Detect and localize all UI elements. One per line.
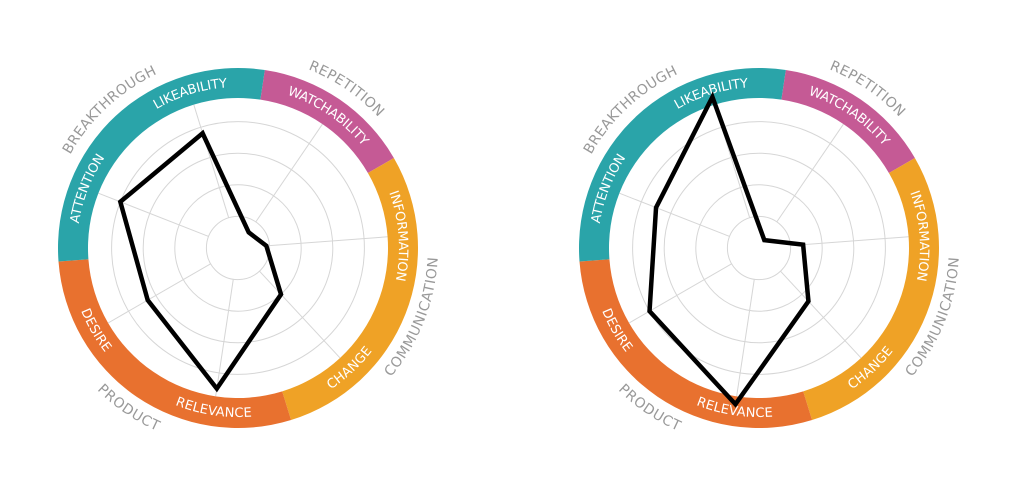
- ring-band-communication: [282, 158, 418, 421]
- grid-spoke: [107, 263, 211, 324]
- grid-ring: [174, 184, 302, 312]
- grid-spoke: [628, 263, 732, 324]
- ring-band-communication: [803, 158, 939, 421]
- ring-band-product: [579, 259, 813, 428]
- radar-series-line: [647, 91, 811, 408]
- grid-ring: [111, 121, 365, 375]
- ring-band-repetition: [781, 70, 915, 173]
- grid-spoke: [780, 270, 862, 359]
- radar-series-line: [117, 129, 284, 393]
- grid-ring: [695, 184, 823, 312]
- grid-spoke: [776, 123, 844, 223]
- grid-ring: [205, 215, 271, 281]
- grid-spoke: [215, 279, 234, 397]
- grid-spoke: [193, 104, 230, 218]
- grid-spoke: [619, 192, 730, 237]
- radar-chart-right: WATCHABILITYREPETITIONINFORMATIONCHANGEC…: [579, 58, 962, 435]
- ring-band-breakthrough: [579, 68, 786, 262]
- grid-ring: [142, 152, 334, 344]
- grid-spoke: [255, 123, 323, 223]
- grid-spoke: [269, 236, 388, 247]
- grid-spoke: [790, 236, 909, 247]
- grid-spoke: [259, 270, 341, 359]
- grid-ring: [726, 215, 792, 281]
- grid-spoke: [736, 279, 755, 397]
- grid-spoke: [98, 192, 209, 237]
- ring-band-product: [58, 259, 292, 428]
- radar-chart-left: WATCHABILITYREPETITIONINFORMATIONCHANGEC…: [57, 58, 441, 435]
- ring-band-breakthrough: [57, 68, 265, 262]
- grid-ring: [663, 152, 855, 344]
- ring-band-repetition: [260, 70, 394, 173]
